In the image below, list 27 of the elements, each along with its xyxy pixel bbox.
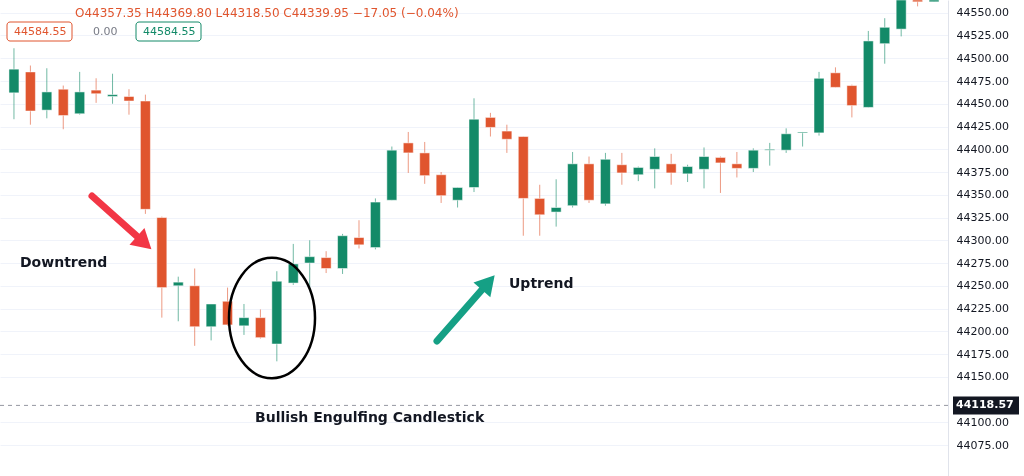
y-tick-label: 44350.00 [956, 188, 1009, 202]
y-tick-label: 44075.00 [956, 438, 1009, 452]
y-tick-label: 44100.00 [956, 415, 1009, 429]
y-tick-label: 44550.00 [956, 6, 1009, 20]
annotation: 44584.55 [143, 25, 196, 38]
annotation: Bullish Engulfing Candlestick [255, 409, 485, 425]
y-tick-label: 44225.00 [956, 302, 1009, 316]
annotation: Downtrend [20, 254, 108, 270]
annotation: 0.00 [93, 25, 118, 38]
y-tick-label: 44375.00 [956, 165, 1009, 179]
y-tick-label: 44250.00 [956, 279, 1009, 293]
ref-line-label: 44118.57 [956, 398, 1014, 412]
y-tick-label: 44450.00 [956, 97, 1009, 111]
y-tick-label: 44525.00 [956, 29, 1009, 42]
y-tick-label: 44425.00 [956, 120, 1009, 134]
annotation: Uptrend [509, 275, 574, 291]
y-tick-label: 44325.00 [956, 211, 1009, 225]
y-tick-label: 44150.00 [956, 370, 1009, 384]
y-tick-label: 44200.00 [956, 324, 1009, 338]
y-tick-label: 44400.00 [956, 142, 1009, 156]
y-tick-label: 44175.00 [956, 347, 1009, 361]
annotation: O44357.35 H44369.80 L44318.50 C44339.95 −17.05 (−0.04%) [75, 6, 459, 20]
annotation: 44584.55 [14, 25, 67, 38]
y-tick-label: 44275.00 [956, 256, 1009, 270]
y-tick-label: 44475.00 [956, 74, 1009, 88]
y-tick-label: 44300.00 [956, 233, 1009, 247]
y-tick-label: 44500.00 [956, 51, 1009, 65]
